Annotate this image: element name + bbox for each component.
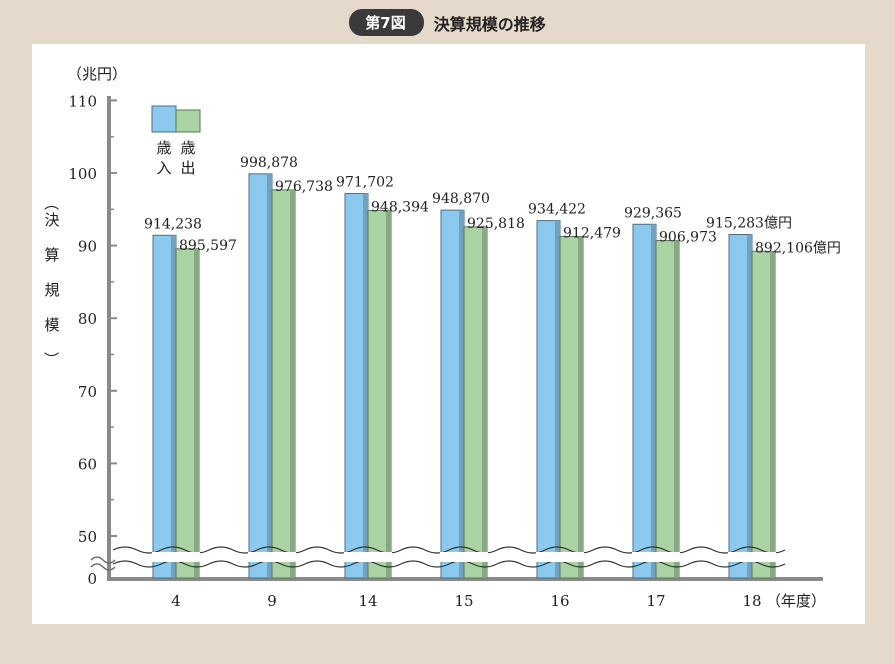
- bar-chart: 0 50 60 70 80 90 100 110 （兆円） （決算規模 ） 914,238 998,87…: [42, 65, 841, 610]
- figure-title: 決算規模の推移: [433, 14, 546, 34]
- revenue-value-label: 971,702: [336, 175, 394, 191]
- axis-break-mark: [90, 563, 116, 571]
- axis-break-gap: [152, 552, 200, 562]
- legend-label-revenue: 入: [156, 159, 171, 177]
- axis-break-gap: [344, 552, 392, 562]
- figure-number-badge: 第7図: [349, 9, 424, 36]
- bar-shade: [386, 210, 391, 579]
- revenue-value-label: 929,365: [624, 205, 682, 221]
- expenditure-value-label: 925,818: [467, 216, 525, 232]
- legend-swatch-revenue: [151, 105, 177, 133]
- bar-shade: [555, 220, 560, 579]
- y-tick-label: 90: [78, 238, 97, 256]
- y-axis-label-char: 模: [44, 316, 59, 334]
- axis-break-gap: [440, 552, 488, 562]
- revenue-value-label: 998,878: [240, 155, 298, 171]
- x-tick-label: 9: [267, 592, 277, 610]
- y-axis-label-char: 決: [44, 211, 59, 229]
- y-axis-label-char: ）: [42, 351, 60, 366]
- legend-label-revenue: 歳: [156, 139, 171, 157]
- y-tick-label: 50: [78, 528, 97, 546]
- revenue-value-label: 934,422: [528, 202, 586, 218]
- y-tick-label: 110: [68, 92, 97, 110]
- revenue-value-label: 914,238: [144, 216, 202, 232]
- y-unit-label: （兆円）: [67, 65, 127, 83]
- x-tick-label: 4: [171, 592, 181, 610]
- bar-shade: [171, 235, 176, 578]
- expenditure-value-label: 892,106億円: [755, 240, 841, 256]
- bar-shade: [651, 224, 656, 578]
- x-tick-label: 14: [358, 592, 377, 610]
- bar-shade: [363, 193, 368, 578]
- y-tick-label: 70: [78, 383, 97, 401]
- expenditure-value-label: 895,597: [179, 238, 237, 254]
- axis-break-gap: [248, 552, 296, 562]
- revenue-value-label: 915,283億円: [706, 216, 792, 232]
- bar-shade: [459, 210, 464, 579]
- y-tick-label: 0: [87, 570, 97, 588]
- legend-swatch-expenditure: [175, 109, 201, 133]
- bar-shade: [482, 226, 487, 578]
- x-tick-label: 15: [454, 592, 473, 610]
- axis-break-gap: [536, 552, 584, 562]
- axis-break-gap: [728, 552, 776, 562]
- x-tick-label: 18: [742, 592, 761, 610]
- axis-break-mark: [90, 556, 116, 564]
- expenditure-value-label: 976,738: [275, 179, 333, 195]
- expenditure-value-label: 912,479: [563, 226, 621, 242]
- y-axis-label-char: （: [42, 195, 60, 210]
- legend-label-expenditure: 出: [180, 159, 195, 177]
- bar-shade: [770, 251, 775, 578]
- bar-shade: [290, 189, 295, 578]
- x-axis-label: （年度）: [766, 592, 826, 610]
- bar-shade: [194, 248, 199, 579]
- chart-panel: 0 50 60 70 80 90 100 110 （兆円） （決算規模 ） 914,238 998,87…: [32, 44, 865, 624]
- y-axis-label-char: 規: [44, 281, 59, 299]
- expenditure-value-label: 948,394: [371, 199, 429, 215]
- y-axis-label-char: 算: [44, 246, 59, 264]
- y-tick-label: 60: [78, 455, 97, 473]
- bar-shade: [267, 173, 272, 578]
- x-tick-label: 16: [550, 592, 569, 610]
- bar-shade: [578, 236, 583, 578]
- axis-break-gap: [632, 552, 680, 562]
- y-tick-label: 80: [78, 310, 97, 328]
- revenue-value-label: 948,870: [432, 191, 490, 207]
- bar-shade: [674, 240, 679, 578]
- bar-shade: [747, 234, 752, 578]
- x-tick-label: 17: [646, 592, 665, 610]
- axis-break-line: [112, 560, 786, 568]
- y-tick-label: 100: [68, 165, 97, 183]
- legend-label-expenditure: 歳: [180, 139, 195, 157]
- figure-header: 第7図 決算規模の推移: [0, 9, 895, 36]
- expenditure-value-label: 906,973: [659, 230, 717, 246]
